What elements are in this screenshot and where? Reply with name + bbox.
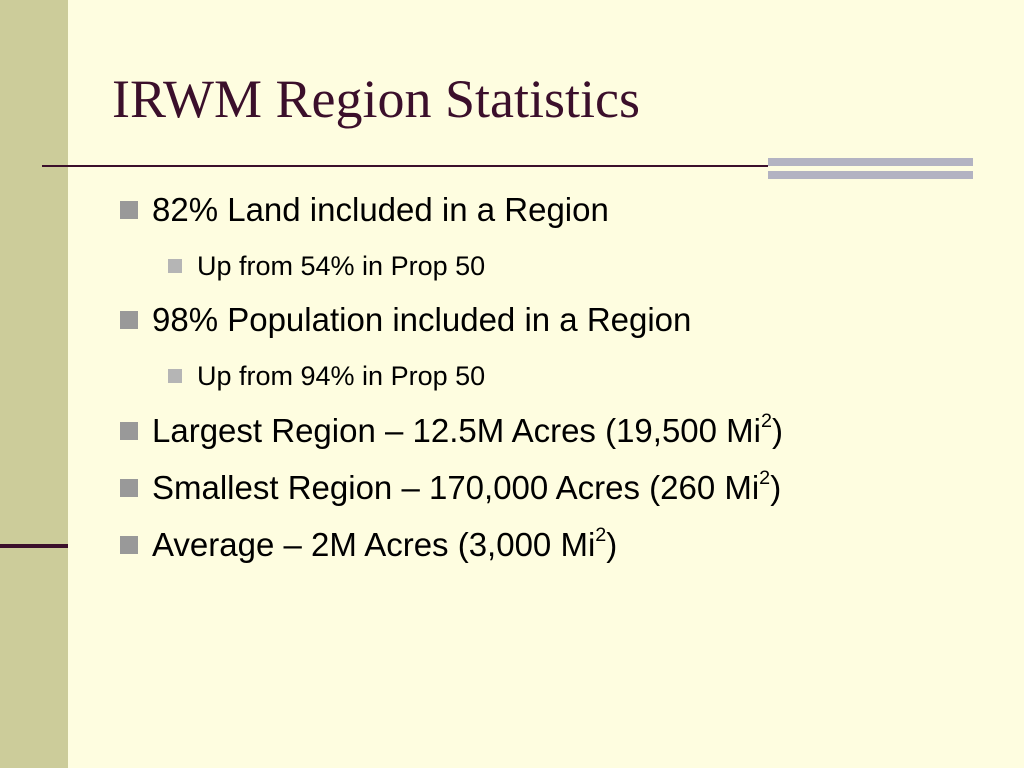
superscript: 2 xyxy=(595,524,607,547)
bullet-text-group: Average – 2M Acres (3,000 Mi2) xyxy=(152,525,617,565)
square-bullet-icon xyxy=(120,536,138,554)
square-bullet-icon xyxy=(120,422,138,440)
bullet-text: 98% Population included in a Region xyxy=(152,301,692,338)
slide-title: IRWM Region Statistics xyxy=(112,69,641,129)
superscript: 2 xyxy=(759,467,771,490)
bullet-suffix: ) xyxy=(606,526,618,563)
title-divider-line xyxy=(42,165,768,167)
bullet-average: Average – 2M Acres (3,000 Mi2) xyxy=(120,525,617,565)
decorative-bar-top xyxy=(768,158,973,166)
left-accent-line xyxy=(0,544,68,548)
sub-bullet-population-prop50: Up from 94% in Prop 50 xyxy=(168,359,485,393)
bullet-text: Average – 2M Acres (3,000 Mi xyxy=(152,526,596,563)
square-bullet-icon xyxy=(120,311,138,329)
bullet-suffix: ) xyxy=(772,412,784,449)
square-bullet-icon xyxy=(168,259,182,273)
bullet-text: Smallest Region – 170,000 Acres (260 Mi xyxy=(152,469,760,506)
bullet-text: Up from 94% in Prop 50 xyxy=(197,361,486,391)
bullet-text-group: Largest Region – 12.5M Acres (19,500 Mi2… xyxy=(152,411,783,451)
superscript: 2 xyxy=(761,410,773,433)
bullet-suffix: ) xyxy=(770,469,782,506)
bullet-text-group: Smallest Region – 170,000 Acres (260 Mi2… xyxy=(152,468,781,508)
square-bullet-icon xyxy=(168,369,182,383)
left-decorative-band xyxy=(0,0,68,768)
bullet-largest-region: Largest Region – 12.5M Acres (19,500 Mi2… xyxy=(120,411,783,451)
bullet-text: 82% Land included in a Region xyxy=(152,191,609,228)
bullet-land: 82% Land included in a Region xyxy=(120,190,609,230)
sub-bullet-land-prop50: Up from 54% in Prop 50 xyxy=(168,249,485,283)
bullet-text: Largest Region – 12.5M Acres (19,500 Mi xyxy=(152,412,762,449)
square-bullet-icon xyxy=(120,201,138,219)
decorative-bar-bottom xyxy=(768,171,973,179)
square-bullet-icon xyxy=(120,479,138,497)
bullet-text: Up from 54% in Prop 50 xyxy=(197,251,486,281)
bullet-smallest-region: Smallest Region – 170,000 Acres (260 Mi2… xyxy=(120,468,781,508)
bullet-population: 98% Population included in a Region xyxy=(120,300,691,340)
